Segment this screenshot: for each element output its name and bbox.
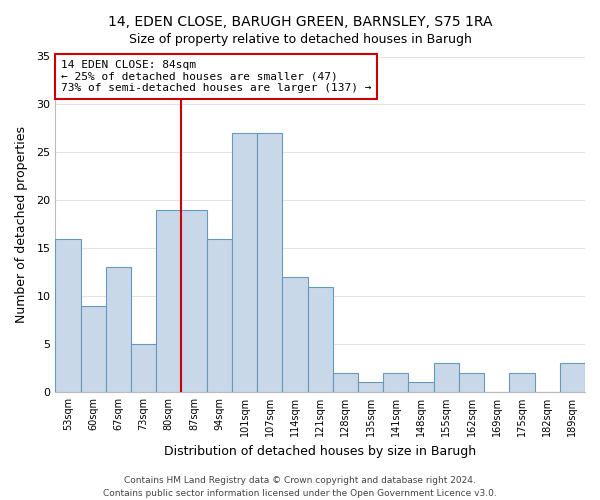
Bar <box>232 133 257 392</box>
Bar <box>560 363 585 392</box>
Text: 14, EDEN CLOSE, BARUGH GREEN, BARNSLEY, S75 1RA: 14, EDEN CLOSE, BARUGH GREEN, BARNSLEY, … <box>108 15 492 29</box>
Bar <box>206 238 232 392</box>
Bar <box>509 373 535 392</box>
Bar <box>409 382 434 392</box>
Bar <box>181 210 206 392</box>
Text: Size of property relative to detached houses in Barugh: Size of property relative to detached ho… <box>128 32 472 46</box>
Bar <box>80 306 106 392</box>
Bar <box>55 238 80 392</box>
Y-axis label: Number of detached properties: Number of detached properties <box>15 126 28 322</box>
X-axis label: Distribution of detached houses by size in Barugh: Distribution of detached houses by size … <box>164 444 476 458</box>
Bar <box>257 133 283 392</box>
Bar <box>434 363 459 392</box>
Bar <box>131 344 156 392</box>
Text: Contains HM Land Registry data © Crown copyright and database right 2024.
Contai: Contains HM Land Registry data © Crown c… <box>103 476 497 498</box>
Bar <box>383 373 409 392</box>
Bar <box>358 382 383 392</box>
Text: 14 EDEN CLOSE: 84sqm
← 25% of detached houses are smaller (47)
73% of semi-detac: 14 EDEN CLOSE: 84sqm ← 25% of detached h… <box>61 60 371 93</box>
Bar <box>106 268 131 392</box>
Bar <box>459 373 484 392</box>
Bar <box>308 286 333 392</box>
Bar <box>283 277 308 392</box>
Bar <box>333 373 358 392</box>
Bar <box>156 210 181 392</box>
